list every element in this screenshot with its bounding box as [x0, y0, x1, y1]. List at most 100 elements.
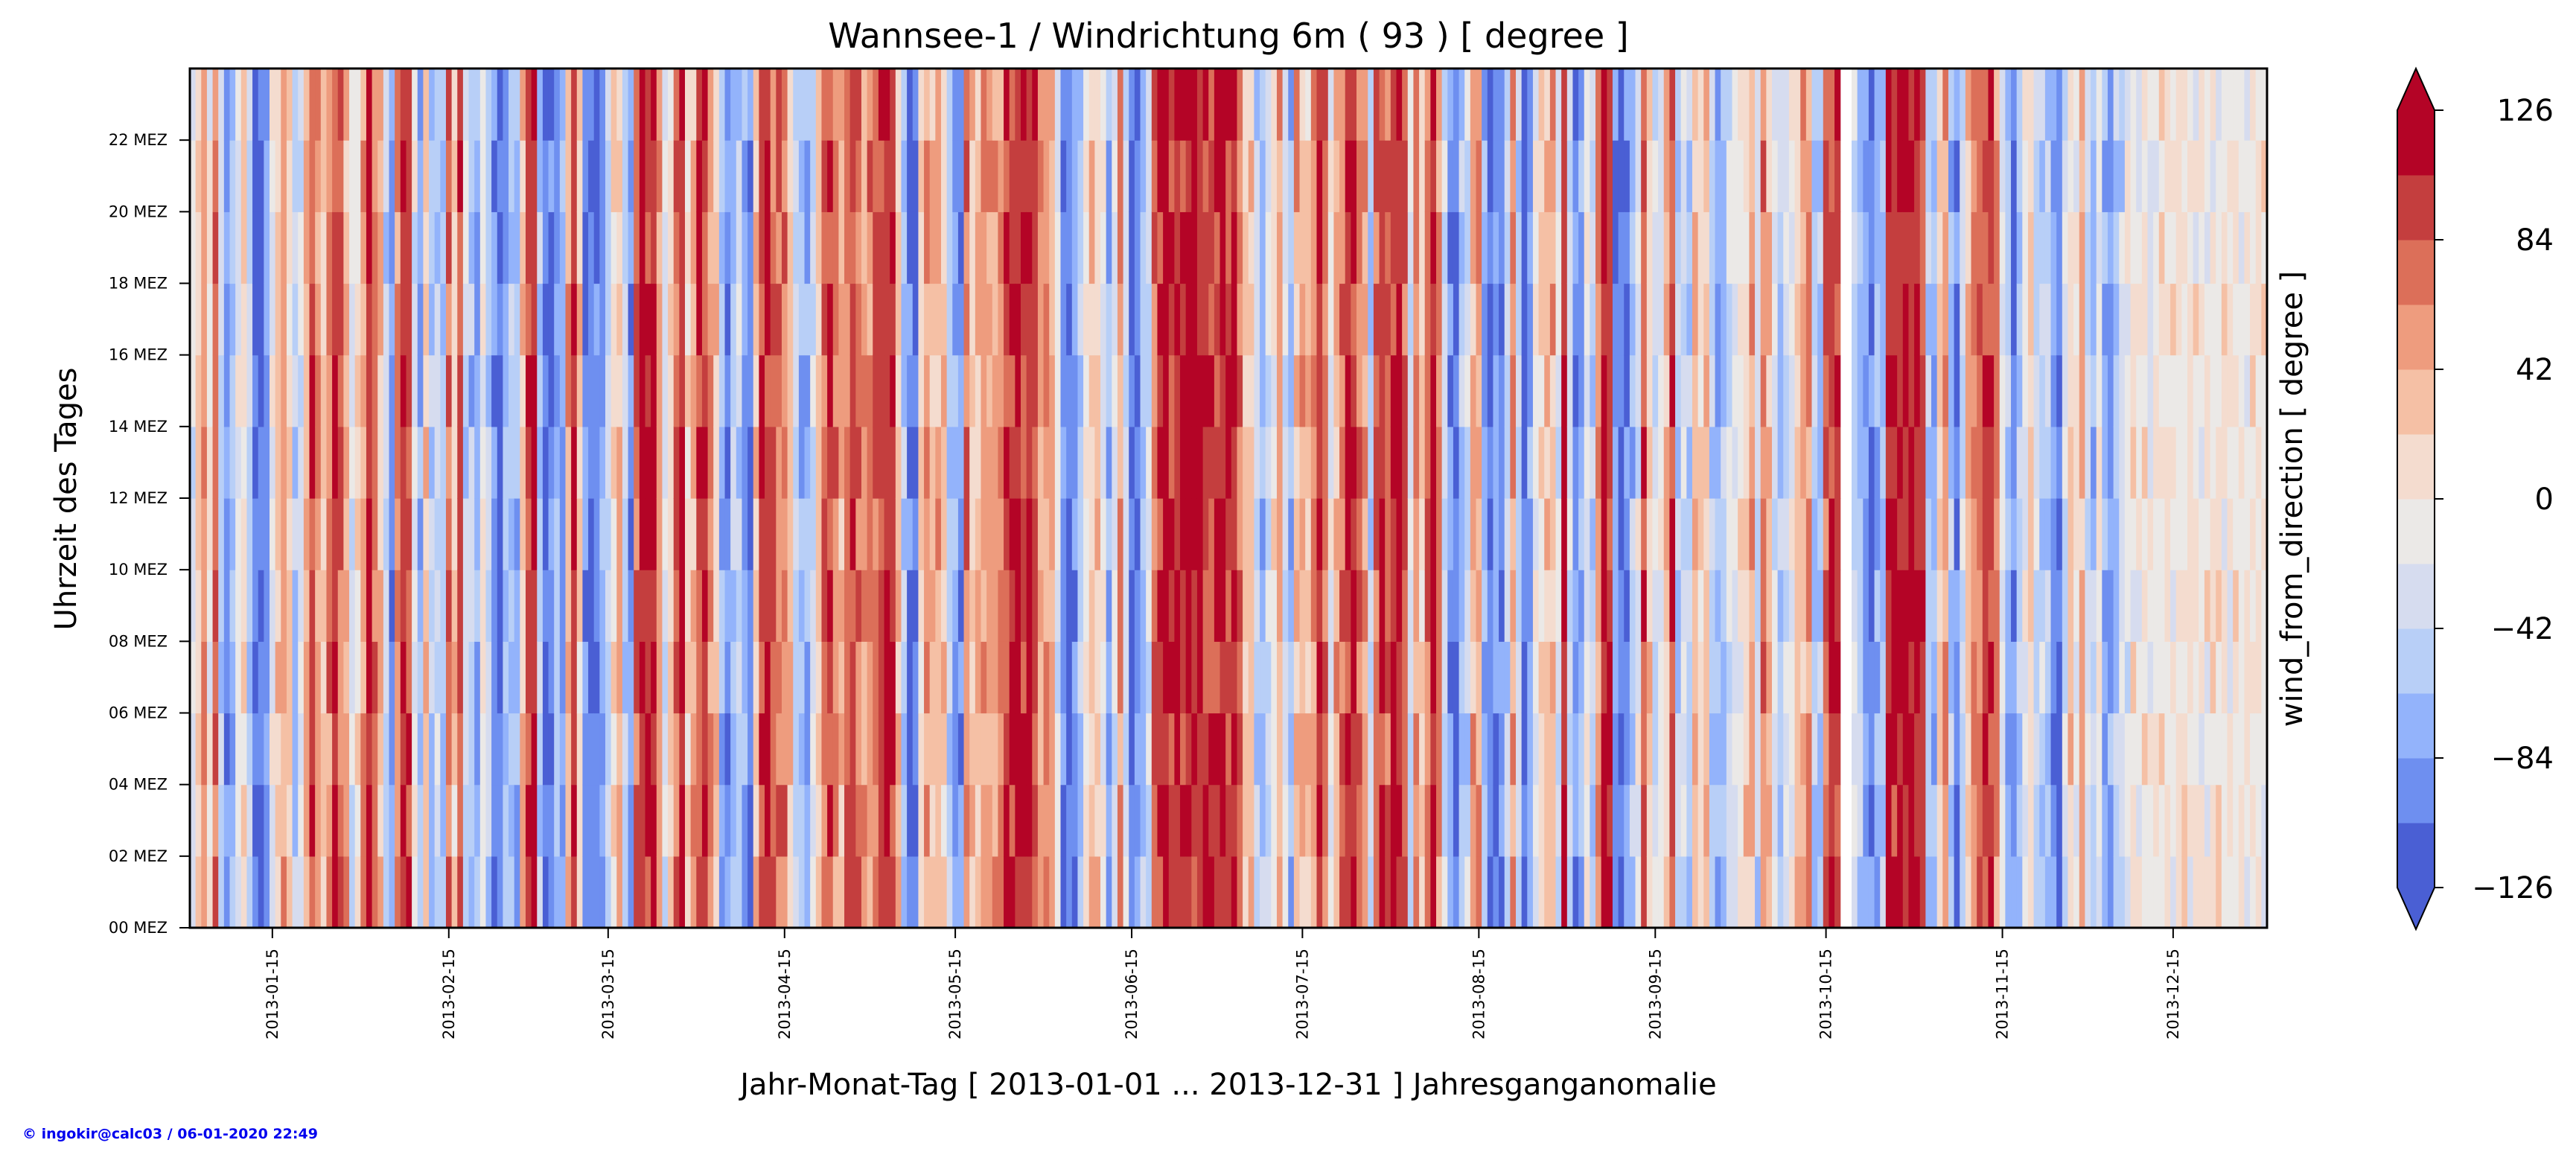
heatmap-cell: [576, 498, 584, 570]
heatmap-cell: [1504, 69, 1511, 141]
heatmap-cell: [2119, 283, 2126, 356]
heatmap-cell: [1919, 784, 1926, 857]
heatmap-cell: [753, 856, 759, 928]
heatmap-cell: [1151, 856, 1158, 928]
heatmap-cell: [303, 713, 310, 786]
heatmap-cell: [354, 570, 361, 642]
heatmap-cell: [559, 856, 567, 928]
heatmap-cell: [264, 69, 270, 141]
heatmap-cell: [1060, 784, 1067, 857]
heatmap-cell: [998, 641, 1004, 714]
heatmap-cell: [1982, 498, 1989, 570]
heatmap-cell: [1880, 211, 1887, 284]
heatmap-cell: [1310, 856, 1318, 928]
heatmap-cell: [645, 713, 651, 786]
heatmap-cell: [855, 641, 862, 714]
heatmap-cell: [1669, 211, 1676, 284]
heatmap-cell: [992, 283, 999, 356]
heatmap-cell: [765, 426, 771, 499]
heatmap-cell: [1470, 498, 1477, 570]
heatmap-cell: [673, 283, 680, 356]
heatmap-cell: [2204, 713, 2211, 786]
heatmap-cell: [1823, 426, 1830, 499]
heatmap-cell: [1243, 784, 1249, 857]
heatmap-cell: [1891, 784, 1898, 857]
heatmap-cell: [901, 570, 908, 642]
heatmap-cell: [468, 570, 475, 642]
heatmap-cell: [713, 426, 720, 499]
heatmap-cell: [485, 641, 492, 714]
heatmap-cell: [1521, 426, 1528, 499]
heatmap-cell: [2039, 69, 2046, 141]
heatmap-cell: [1106, 283, 1112, 356]
heatmap-cell: [986, 498, 993, 570]
heatmap-cell: [2158, 498, 2166, 570]
heatmap-cell: [292, 641, 299, 714]
heatmap-cell: [2261, 641, 2268, 714]
heatmap-cell: [1327, 641, 1335, 714]
heatmap-cell: [1618, 426, 1625, 499]
heatmap-cell: [1829, 354, 1835, 427]
heatmap-cell: [634, 784, 640, 857]
heatmap-cell: [1999, 283, 2006, 356]
heatmap-cell: [753, 283, 759, 356]
heatmap-cell: [2221, 784, 2228, 857]
heatmap-cell: [2141, 570, 2149, 642]
heatmap-cell: [1629, 856, 1636, 928]
heatmap-cell: [1783, 283, 1790, 356]
heatmap-cell: [1925, 498, 1932, 570]
heatmap-cell: [599, 426, 606, 499]
heatmap-cell: [1994, 641, 2000, 714]
heatmap-cell: [206, 570, 214, 642]
heatmap-cell: [1532, 69, 1540, 141]
heatmap-cell: [1863, 426, 1869, 499]
heatmap-cell: [957, 354, 965, 427]
heatmap-cell: [1897, 784, 1904, 857]
heatmap-cell: [781, 211, 788, 284]
heatmap-cell: [1021, 354, 1027, 427]
x-tick-label: 2013-10-15: [1817, 949, 1835, 1039]
heatmap-cell: [1396, 354, 1403, 427]
heatmap-cell: [1407, 69, 1415, 141]
heatmap-cell: [724, 354, 731, 427]
heatmap-cell: [2027, 856, 2035, 928]
heatmap-cell: [451, 856, 458, 928]
heatmap-cell: [753, 69, 759, 141]
heatmap-cell: [1891, 69, 1898, 141]
heatmap-cell: [1675, 641, 1682, 714]
heatmap-cell: [2091, 498, 2097, 570]
heatmap-cell: [1936, 856, 1943, 928]
heatmap-cell: [1971, 784, 1977, 857]
heatmap-cell: [1805, 713, 1813, 786]
heatmap-cell: [736, 283, 743, 356]
heatmap-cell: [1345, 498, 1351, 570]
heatmap-cell: [696, 570, 703, 642]
heatmap-cell: [1225, 140, 1232, 212]
heatmap-cell: [2216, 283, 2222, 356]
heatmap-cell: [815, 283, 823, 356]
heatmap-cell: [1157, 713, 1164, 786]
heatmap-cell: [1117, 354, 1124, 427]
heatmap-cell: [2005, 140, 2012, 212]
heatmap-cell: [1703, 426, 1710, 499]
heatmap-cell: [2181, 498, 2188, 570]
heatmap-cell: [1339, 140, 1346, 212]
heatmap-cell: [1351, 713, 1357, 786]
heatmap-cell: [622, 354, 629, 427]
heatmap-cell: [1094, 856, 1101, 928]
heatmap-cell: [1276, 784, 1284, 857]
heatmap-cell: [520, 713, 526, 786]
heatmap-cell: [2039, 713, 2046, 786]
heatmap-cell: [503, 211, 509, 284]
heatmap-cell: [1196, 69, 1204, 141]
heatmap-cell: [1049, 641, 1056, 714]
heatmap-cell: [1351, 641, 1357, 714]
heatmap-cell: [1191, 354, 1198, 427]
heatmap-cell: [1310, 570, 1318, 642]
heatmap-cell: [1777, 69, 1784, 141]
heatmap-cell: [1202, 283, 1209, 356]
heatmap-cell: [810, 498, 817, 570]
heatmap-cell: [1271, 283, 1278, 356]
heatmap-cell: [1316, 856, 1323, 928]
heatmap-cell: [400, 69, 407, 141]
